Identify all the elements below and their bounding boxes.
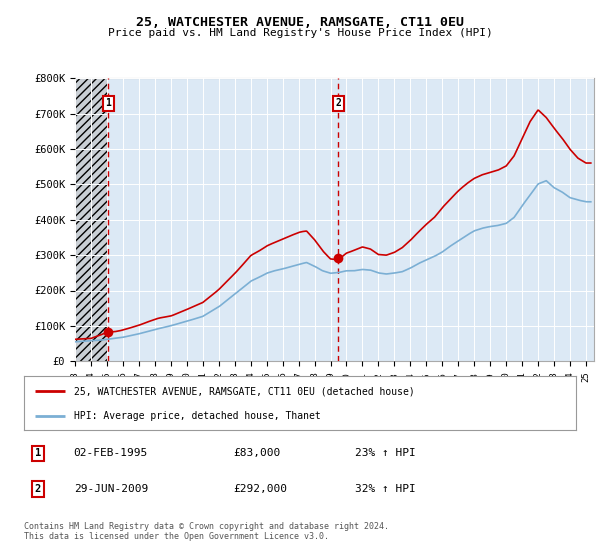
Text: 25, WATCHESTER AVENUE, RAMSGATE, CT11 0EU: 25, WATCHESTER AVENUE, RAMSGATE, CT11 0E… xyxy=(136,16,464,29)
Text: 32% ↑ HPI: 32% ↑ HPI xyxy=(355,484,416,494)
Text: 02-FEB-1995: 02-FEB-1995 xyxy=(74,449,148,458)
Text: 2: 2 xyxy=(35,484,41,494)
Text: 2: 2 xyxy=(335,98,341,108)
Text: 23% ↑ HPI: 23% ↑ HPI xyxy=(355,449,416,458)
Text: 1: 1 xyxy=(35,449,41,458)
Text: £83,000: £83,000 xyxy=(234,449,281,458)
Text: 1: 1 xyxy=(105,98,111,108)
Text: Contains HM Land Registry data © Crown copyright and database right 2024.
This d: Contains HM Land Registry data © Crown c… xyxy=(24,522,389,542)
Text: Price paid vs. HM Land Registry's House Price Index (HPI): Price paid vs. HM Land Registry's House … xyxy=(107,28,493,38)
Text: 29-JUN-2009: 29-JUN-2009 xyxy=(74,484,148,494)
Bar xyxy=(75,78,108,361)
Text: £292,000: £292,000 xyxy=(234,484,288,494)
Text: HPI: Average price, detached house, Thanet: HPI: Average price, detached house, Than… xyxy=(74,411,320,421)
Text: 25, WATCHESTER AVENUE, RAMSGATE, CT11 0EU (detached house): 25, WATCHESTER AVENUE, RAMSGATE, CT11 0E… xyxy=(74,386,415,396)
